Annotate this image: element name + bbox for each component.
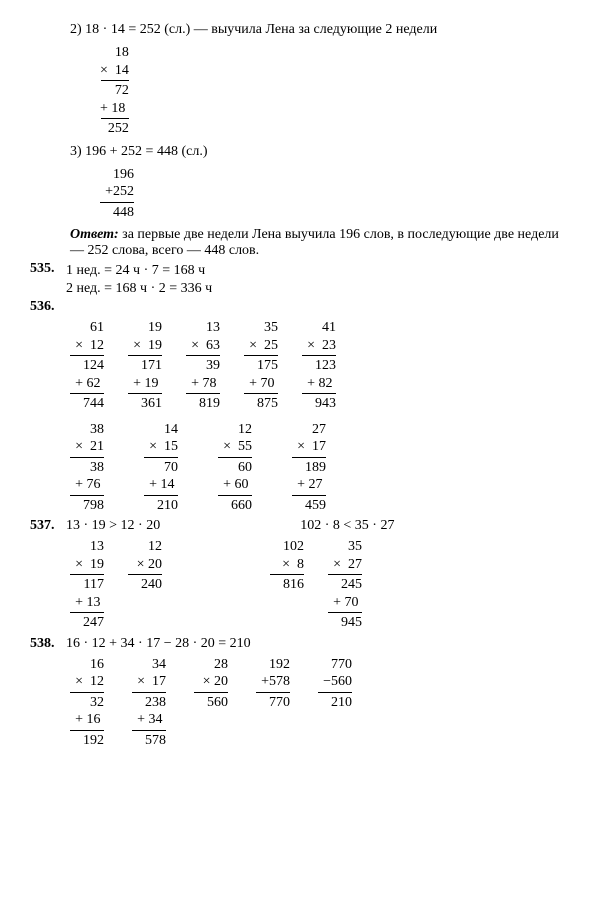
problem-number: 537. [30, 518, 66, 534]
problem-535: 535. 1 нед. = 24 ч · 7 = 168 ч 2 нед. = … [30, 261, 562, 299]
step-3-label: 3) 196 + 252 = 448 (сл.) [30, 144, 562, 160]
p536-row2: 38× 21 38+ 76 798 14× 15 70+ 14 210 12× … [70, 417, 562, 519]
p538-eq: 16 · 12 + 34 · 17 − 28 · 20 = 210 [66, 636, 251, 652]
problem-number: 535. [30, 261, 66, 277]
p538-calcs: 16× 12 32+ 16 192 34× 17 238+ 34 578 28×… [70, 652, 562, 754]
p537-calcs-left: 13× 19 117+ 13 247 12× 20 240 [70, 534, 162, 636]
problem-536: 536. [30, 299, 562, 315]
p537-eq1: 13 · 19 > 12 · 20 [66, 518, 160, 534]
p537-calcs-right: 102× 8 816 35× 27 245+ 70 945 [270, 534, 362, 636]
p535-line2: 2 нед. = 168 ч · 2 = 336 ч [66, 281, 212, 297]
step-2-calc: 18× 14 72+ 18 252 [30, 40, 562, 142]
p535-line1: 1 нед. = 24 ч · 7 = 168 ч [66, 263, 212, 279]
answer-label: Ответ: [70, 227, 119, 242]
p536-row1: 61× 12 124+ 62 744 19× 19 171+ 19 361 13… [70, 315, 562, 417]
step-2-label: 2) 18 · 14 = 252 (сл.) — выучила Лена за… [30, 22, 562, 38]
problem-number: 536. [30, 299, 66, 315]
p537-eq2: 102 · 8 < 35 · 27 [300, 518, 394, 534]
step-3-calc: 196+252 448 [30, 162, 562, 226]
problem-number: 538. [30, 636, 66, 652]
answer-text: за первые две недели Лена выучила 196 сл… [70, 227, 559, 258]
problem-538: 538. 16 · 12 + 34 · 17 − 28 · 20 = 210 [30, 636, 562, 652]
problem-537: 537. 13 · 19 > 12 · 20 102 · 8 < 35 · 27 [30, 518, 562, 534]
answer-line: Ответ: за первые две недели Лена выучила… [30, 227, 562, 259]
